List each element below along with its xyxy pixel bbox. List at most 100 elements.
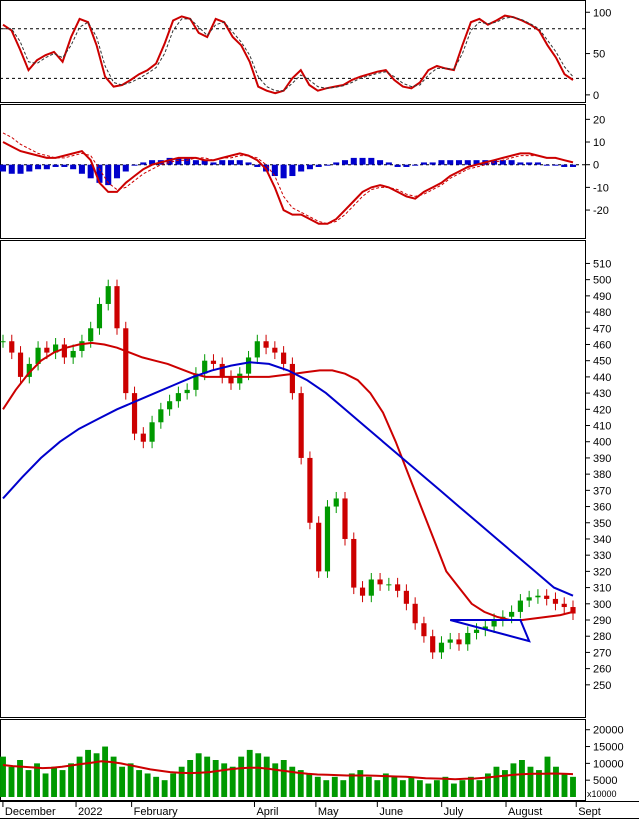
volume-bar xyxy=(144,773,151,797)
stoch-tick-label: 0 xyxy=(593,90,599,102)
macd-histogram-bar xyxy=(245,162,252,165)
date-label: July xyxy=(444,806,464,818)
price-candle-body xyxy=(377,579,383,585)
stoch-tick-label: 100 xyxy=(593,7,611,19)
volume-bar xyxy=(0,756,6,797)
macd-histogram-bar xyxy=(236,160,243,165)
price-tick-label: 320 xyxy=(593,566,611,578)
price-candle-body xyxy=(473,629,480,633)
macd-histogram-bar xyxy=(78,164,85,174)
price-candle-body xyxy=(386,584,392,586)
date-label: April xyxy=(256,806,278,818)
marks xyxy=(0,14,577,797)
date-label: June xyxy=(379,806,403,818)
price-candle-body xyxy=(210,360,217,364)
price-candle-body xyxy=(9,341,15,353)
stoch-series-line-1 xyxy=(3,16,574,92)
volume-bar xyxy=(204,756,211,797)
volume-bar xyxy=(263,756,270,797)
volume-tick-label: 20000 xyxy=(593,725,624,737)
volume-bar xyxy=(416,780,423,797)
macd-tick-label: 10 xyxy=(593,137,605,149)
price-candle-body xyxy=(26,363,32,377)
grid xyxy=(0,28,585,166)
price-candle-body xyxy=(79,341,85,351)
date-label: August xyxy=(508,806,542,818)
axis-labels: 05010020100-10-2025026027028029030031032… xyxy=(2,7,624,818)
macd-histogram-bar xyxy=(87,164,94,179)
price-candle-body xyxy=(263,341,269,348)
stoch-series-line-0 xyxy=(2,14,574,95)
macd-series-line-0 xyxy=(2,141,574,225)
volume-bar xyxy=(561,773,568,797)
price-tick-label: 420 xyxy=(593,404,611,416)
volume-bar xyxy=(59,770,66,797)
macd-tick-label: -20 xyxy=(593,205,609,217)
price-candle-body xyxy=(509,611,515,617)
price-candle-body xyxy=(465,632,471,645)
macd-histogram-bar xyxy=(359,157,366,165)
stoch-tick-label: 50 xyxy=(593,49,605,61)
volume-bar xyxy=(502,770,508,797)
macd-histogram-bar xyxy=(219,160,226,165)
volume-unit-label: x10000 xyxy=(587,789,617,799)
price-candle-body xyxy=(412,603,418,624)
volume-bar xyxy=(306,773,313,797)
macd-histogram-bar xyxy=(377,160,384,165)
price-tick-label: 410 xyxy=(593,421,611,433)
price-candle-body xyxy=(351,538,357,588)
price-candle-body xyxy=(158,409,164,423)
volume-bar xyxy=(34,763,40,797)
price-candle-body xyxy=(114,286,120,329)
price-candle-body xyxy=(228,376,234,384)
volume-bar xyxy=(442,776,449,797)
price-candle-body xyxy=(237,373,243,384)
volume-bar xyxy=(161,780,168,797)
volume-bar xyxy=(544,756,551,797)
macd-histogram-bar xyxy=(561,164,568,167)
macd-histogram-bar xyxy=(517,162,524,165)
volume-bar xyxy=(85,749,92,797)
price-tick-label: 380 xyxy=(593,469,611,481)
macd-histogram-bar xyxy=(403,164,410,167)
price-candle-body xyxy=(281,352,287,364)
price-candle-body xyxy=(359,587,366,596)
macd-histogram-bar xyxy=(149,160,156,165)
volume-bar xyxy=(382,773,389,797)
price-tick-label: 330 xyxy=(593,550,611,562)
volume-bar xyxy=(272,763,279,797)
macd-histogram-bar xyxy=(61,164,68,167)
price-candle-body xyxy=(44,347,50,353)
macd-histogram-bar xyxy=(43,164,50,170)
price-candle-body xyxy=(438,642,445,653)
macd-histogram-bar xyxy=(455,160,463,165)
macd-histogram-bar xyxy=(8,164,15,174)
price-candle-body xyxy=(289,363,295,394)
macd-histogram-bar xyxy=(429,162,436,165)
price-tick-label: 430 xyxy=(593,388,611,400)
volume-bar xyxy=(536,770,542,797)
date-label: 2022 xyxy=(78,806,102,818)
volume-bar xyxy=(127,763,134,797)
macd-histogram-bar xyxy=(184,157,191,165)
macd-histogram-bar xyxy=(508,160,515,165)
volume-bar xyxy=(357,770,364,797)
price-candle-body xyxy=(544,595,550,599)
macd-histogram-bar xyxy=(552,164,559,166)
volume-bar xyxy=(527,766,534,797)
price-tick-label: 370 xyxy=(593,485,611,497)
macd-histogram-bar xyxy=(122,164,129,172)
volume-bar xyxy=(289,766,296,797)
price-tick-label: 390 xyxy=(593,453,611,465)
macd-histogram-bar xyxy=(385,162,392,165)
volume-bar xyxy=(340,780,347,797)
price-candle-body xyxy=(535,595,541,598)
price-candle-body xyxy=(0,341,6,343)
price-candle-body xyxy=(140,433,146,442)
price-tick-label: 460 xyxy=(593,339,611,351)
macd-histogram-bar xyxy=(464,160,471,165)
volume-bar xyxy=(102,746,109,797)
price-candle-body xyxy=(88,328,94,342)
macd-histogram-bar xyxy=(35,164,42,170)
macd-histogram-bar xyxy=(394,164,401,167)
